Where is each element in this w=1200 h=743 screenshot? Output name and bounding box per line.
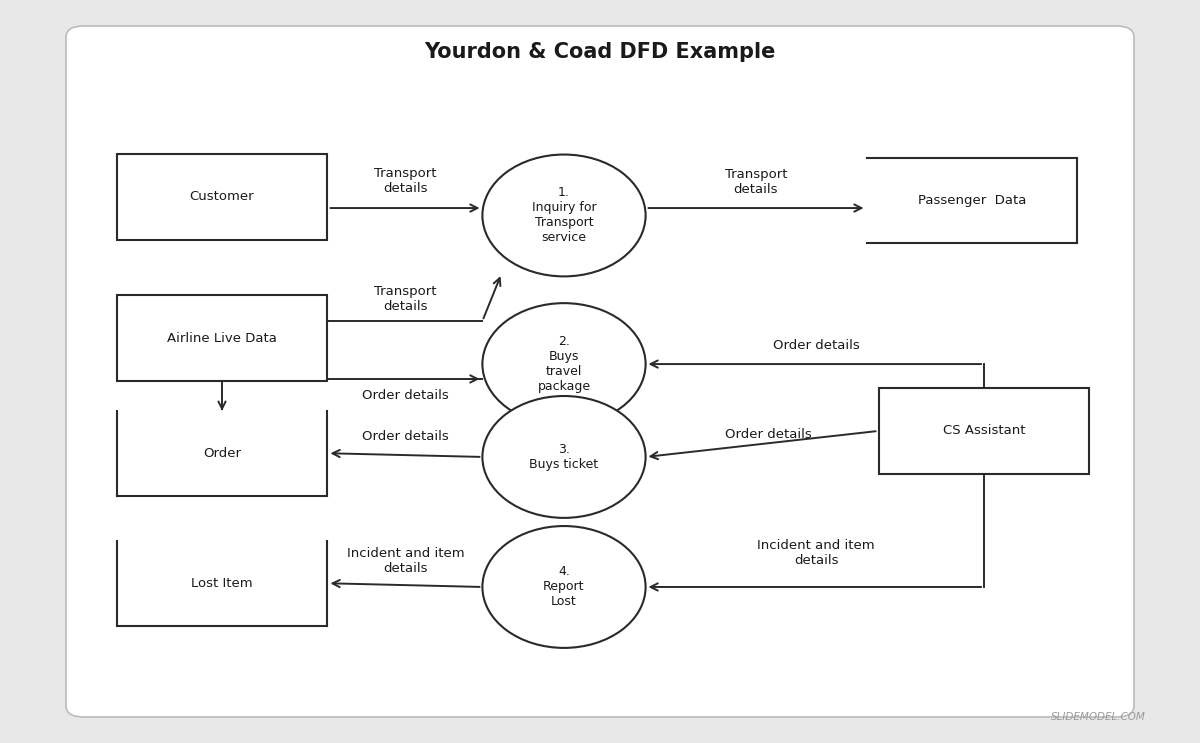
Text: Order details: Order details — [362, 429, 449, 443]
Text: 2.
Buys
travel
package: 2. Buys travel package — [538, 335, 590, 393]
Text: 3.
Buys ticket: 3. Buys ticket — [529, 443, 599, 471]
Text: 1.
Inquiry for
Transport
service: 1. Inquiry for Transport service — [532, 186, 596, 244]
Text: Transport
details: Transport details — [725, 168, 787, 196]
Text: Order details: Order details — [362, 389, 449, 402]
Text: Incident and item
details: Incident and item details — [757, 539, 875, 567]
Text: Transport
details: Transport details — [374, 285, 437, 314]
Bar — [878, 388, 1090, 474]
Text: 4.
Report
Lost: 4. Report Lost — [544, 565, 584, 609]
Bar — [118, 295, 326, 380]
Text: Customer: Customer — [190, 190, 254, 204]
Ellipse shape — [482, 155, 646, 276]
Text: Transport
details: Transport details — [374, 166, 437, 195]
Text: Order details: Order details — [725, 428, 811, 441]
Bar — [118, 155, 326, 239]
Text: Incident and item
details: Incident and item details — [347, 547, 464, 575]
Ellipse shape — [482, 396, 646, 518]
Text: Yourdon & Coad DFD Example: Yourdon & Coad DFD Example — [425, 42, 775, 62]
Ellipse shape — [482, 526, 646, 648]
Text: Order: Order — [203, 447, 241, 460]
Text: Lost Item: Lost Item — [191, 577, 253, 590]
Text: SLIDEMODEL.COM: SLIDEMODEL.COM — [1051, 713, 1146, 722]
Text: Order details: Order details — [773, 339, 859, 352]
Text: Airline Live Data: Airline Live Data — [167, 331, 277, 345]
Ellipse shape — [482, 303, 646, 425]
Text: CS Assistant: CS Assistant — [943, 424, 1025, 438]
Text: Passenger  Data: Passenger Data — [918, 194, 1026, 207]
